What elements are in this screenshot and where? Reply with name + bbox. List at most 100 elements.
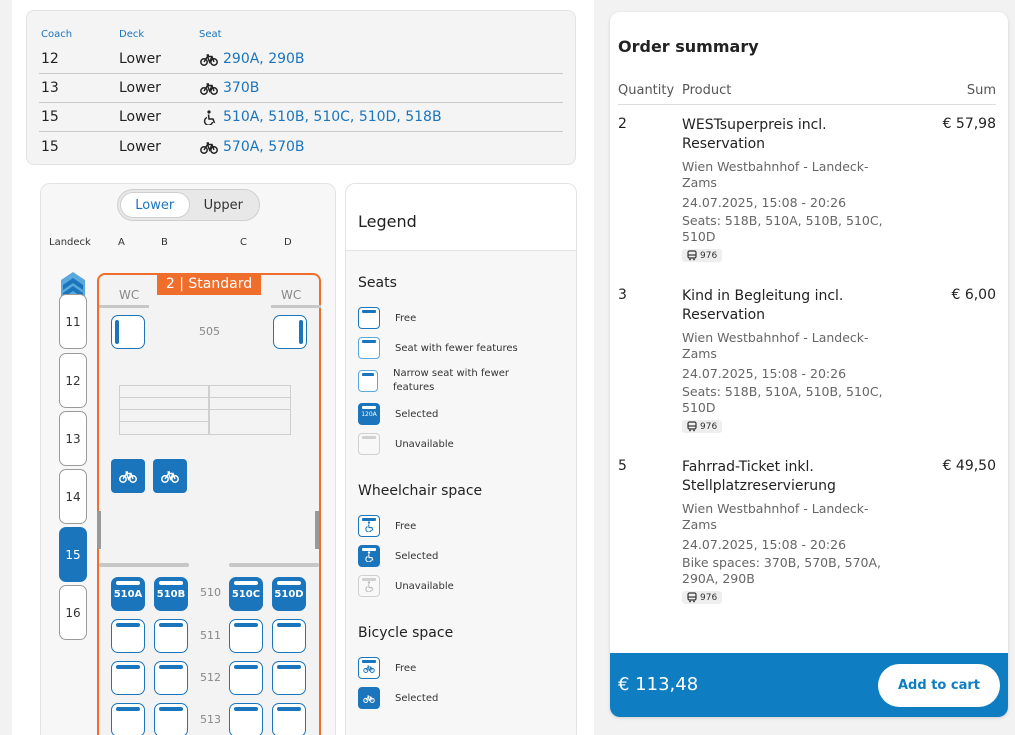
seat-selection-area: Coach Deck Seat 12 Lower 290A, 290B 13 L… <box>12 0 594 735</box>
order-table-header: Quantity Product Sum <box>618 83 996 105</box>
coach-tab-11[interactable]: 11 <box>59 294 87 349</box>
item-quantity: 3 <box>618 287 627 303</box>
item-sum: € 57,98 <box>942 116 996 132</box>
wheelchair-icon <box>365 550 374 562</box>
coach-tab-13[interactable]: 13 <box>59 411 87 466</box>
legend-label: Free <box>395 312 417 324</box>
item-date: 24.07.2025, 15:08 - 20:26 <box>682 366 847 381</box>
class-badge: 2 | Standard <box>157 273 261 295</box>
legend-item: Selected <box>346 683 576 713</box>
bicycle-icon <box>363 694 375 703</box>
item-detail: Seats: 518B, 510A, 510B, 510C, 510D <box>682 384 883 415</box>
legend-item: Selected <box>346 541 576 571</box>
wheelchair-icon <box>365 580 374 592</box>
locomotive-icon <box>61 272 85 300</box>
order-summary-title: Order summary <box>618 37 759 56</box>
deck-option-upper[interactable]: Upper <box>203 197 243 213</box>
seat-513d[interactable] <box>272 703 306 735</box>
legend-item: Unavailable <box>346 429 576 459</box>
header-coach: Coach <box>41 28 73 40</box>
deck-option-lower[interactable]: Lower <box>120 192 190 218</box>
deck-cell: Lower <box>119 109 161 125</box>
item-route: Wien Westbahnhof - Landeck-Zams <box>682 330 869 361</box>
bicycle-free-swatch <box>358 657 380 679</box>
legend-label: Selected <box>395 408 439 420</box>
seat-cell: 570A, 570B <box>223 138 305 155</box>
coach-tab-15[interactable]: 15 <box>59 527 87 582</box>
coach-tab-14[interactable]: 14 <box>59 469 87 524</box>
legend-label: Unavailable <box>395 580 454 592</box>
legend-label: Free <box>395 520 417 532</box>
wc-label-left: WC <box>119 288 140 302</box>
seat-cell: 510A, 510B, 510C, 510D, 518B <box>223 109 442 125</box>
seat-513b[interactable] <box>154 703 188 735</box>
item-route: Wien Westbahnhof - Landeck-Zams <box>682 159 869 190</box>
order-total: € 113,48 <box>618 674 699 695</box>
seat-selected-swatch: 120A <box>358 403 380 425</box>
header-deck: Deck <box>119 28 145 40</box>
bicycle-icon <box>161 471 179 483</box>
bicycle-icon <box>119 471 137 483</box>
bicycle-space[interactable] <box>111 459 145 493</box>
legend-item: Seat with fewer features <box>346 333 576 363</box>
train-badge: 976 <box>682 249 723 262</box>
train-icon <box>687 421 697 432</box>
item-route: Wien Westbahnhof - Landeck-Zams <box>682 501 869 532</box>
bicycle-icon <box>200 54 218 66</box>
legend-item: Free <box>346 511 576 541</box>
seat-511b[interactable] <box>154 619 188 653</box>
seat-cell: 370B <box>223 80 260 96</box>
seat-510a[interactable]: 510A <box>111 577 145 611</box>
seat-505-right[interactable] <box>273 315 307 349</box>
legend-label: Selected <box>395 692 439 704</box>
wheelchair-icon <box>365 520 374 532</box>
seat-fewer-features-swatch <box>358 337 380 359</box>
legend-item: Unavailable <box>346 571 576 601</box>
coach-tab-16[interactable]: 16 <box>59 585 87 640</box>
seat-513a[interactable] <box>111 703 145 735</box>
bicycle-space[interactable] <box>153 459 187 493</box>
seat-511d[interactable] <box>272 619 306 653</box>
wheelchair-selected-swatch <box>358 545 380 567</box>
deck-cell: Lower <box>119 51 161 67</box>
seat-map-panel: Lower Upper Landeck A B C D 11 12 13 14 … <box>40 183 336 735</box>
train-icon <box>687 592 697 603</box>
train-icon <box>687 250 697 261</box>
staircase-landing <box>209 385 291 435</box>
train-number: 976 <box>700 592 718 603</box>
seat-510c[interactable]: 510C <box>229 577 263 611</box>
partition-left <box>99 563 189 567</box>
seat-510b[interactable]: 510B <box>154 577 188 611</box>
table-row: 13 Lower 370B <box>39 74 563 103</box>
seat-511c[interactable] <box>229 619 263 653</box>
column-label-a: A <box>118 237 125 248</box>
item-detail: Seats: 518B, 510A, 510B, 510C, 510D <box>682 213 883 244</box>
seat-511a[interactable] <box>111 619 145 653</box>
add-to-cart-button[interactable]: Add to cart <box>878 664 1000 707</box>
deck-toggle[interactable]: Lower Upper <box>117 189 260 221</box>
seat-512b[interactable] <box>154 661 188 695</box>
seat-505-left[interactable] <box>111 315 145 349</box>
door-left <box>97 511 101 549</box>
legend-label: Seat with fewer features <box>395 342 518 354</box>
seat-513c[interactable] <box>229 703 263 735</box>
selected-seats-table: Coach Deck Seat 12 Lower 290A, 290B 13 L… <box>26 10 576 165</box>
row-number-511: 511 <box>200 629 221 642</box>
coach-cell: 15 <box>41 109 59 125</box>
item-sum: € 49,50 <box>942 458 996 474</box>
seat-cell: 290A, 290B <box>223 51 305 67</box>
bicycle-icon <box>363 664 375 673</box>
legend-item: 120A Selected <box>346 399 576 429</box>
row-number-510: 510 <box>200 586 221 599</box>
deck-cell: Lower <box>119 80 161 96</box>
table-row: 15 Lower 510A, 510B, 510C, 510D, 518B <box>39 103 563 132</box>
seat-510d[interactable]: 510D <box>272 577 306 611</box>
coach-tab-12[interactable]: 12 <box>59 353 87 408</box>
legend-item: Free <box>346 653 576 683</box>
seat-512d[interactable] <box>272 661 306 695</box>
seat-512c[interactable] <box>229 661 263 695</box>
door-right <box>315 511 319 549</box>
seat-512a[interactable] <box>111 661 145 695</box>
item-sum: € 6,00 <box>951 287 996 303</box>
legend-title: Legend <box>346 184 576 251</box>
